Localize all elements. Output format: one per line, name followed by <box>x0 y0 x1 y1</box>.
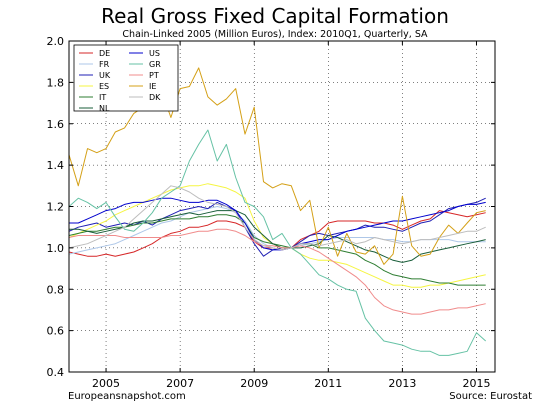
y-tick-label: 0.6 <box>47 325 65 338</box>
chart-title: Real Gross Fixed Capital Formation <box>101 4 449 28</box>
y-tick-label: 1.6 <box>47 118 65 131</box>
legend: DE FR UK ES IT NL US GR PT IE DK <box>73 44 179 113</box>
series-lines <box>69 67 487 356</box>
y-tick-label: 1.0 <box>47 242 65 255</box>
footer-website: Europeansnapshot.com <box>68 391 186 402</box>
series-line-es <box>69 183 486 288</box>
y-tick-label: 2.0 <box>47 35 65 48</box>
x-tick-label: 2015 <box>462 377 490 390</box>
legend-label-dk: DK <box>149 93 161 102</box>
y-tick-label: 0.4 <box>47 366 65 379</box>
y-tick-label: 1.8 <box>47 76 65 89</box>
legend-label-us: US <box>149 49 160 58</box>
legend-label-fr: FR <box>99 60 110 69</box>
legend-label-de: DE <box>99 49 110 58</box>
legend-label-nl: NL <box>99 104 110 113</box>
series-line-us <box>69 197 486 251</box>
legend-label-it: IT <box>99 93 106 102</box>
series-line-uk <box>69 197 486 257</box>
legend-label-es: ES <box>99 82 109 91</box>
x-tick-label: 2005 <box>92 377 120 390</box>
x-tick-label: 2011 <box>314 377 342 390</box>
series-line-gr <box>69 129 487 356</box>
y-tick-label: 0.8 <box>47 283 65 296</box>
legend-label-pt: PT <box>149 71 159 80</box>
legend-label-uk: UK <box>99 71 111 80</box>
series-line-dk <box>69 185 486 251</box>
y-tick-label: 1.2 <box>47 201 65 214</box>
x-tick-label: 2009 <box>240 377 268 390</box>
series-line-nl <box>69 210 486 263</box>
legend-label-gr: GR <box>149 60 161 69</box>
series-line-it <box>69 214 486 286</box>
legend-box <box>73 44 179 112</box>
x-tick-label: 2013 <box>388 377 416 390</box>
chart-subtitle: Chain-Linked 2005 (Million Euros), Index… <box>122 29 428 40</box>
legend-label-ie: IE <box>149 82 156 91</box>
x-tick-label: 2007 <box>166 377 194 390</box>
series-line-pt <box>69 228 486 315</box>
y-tick-label: 1.4 <box>47 159 65 172</box>
axis-ticks: 2005 2007 2009 2011 2013 2015 0.4 0.6 0.8 1.0 1.2 1… <box>47 35 495 390</box>
footer-source: Source: Eurostat <box>449 391 532 402</box>
